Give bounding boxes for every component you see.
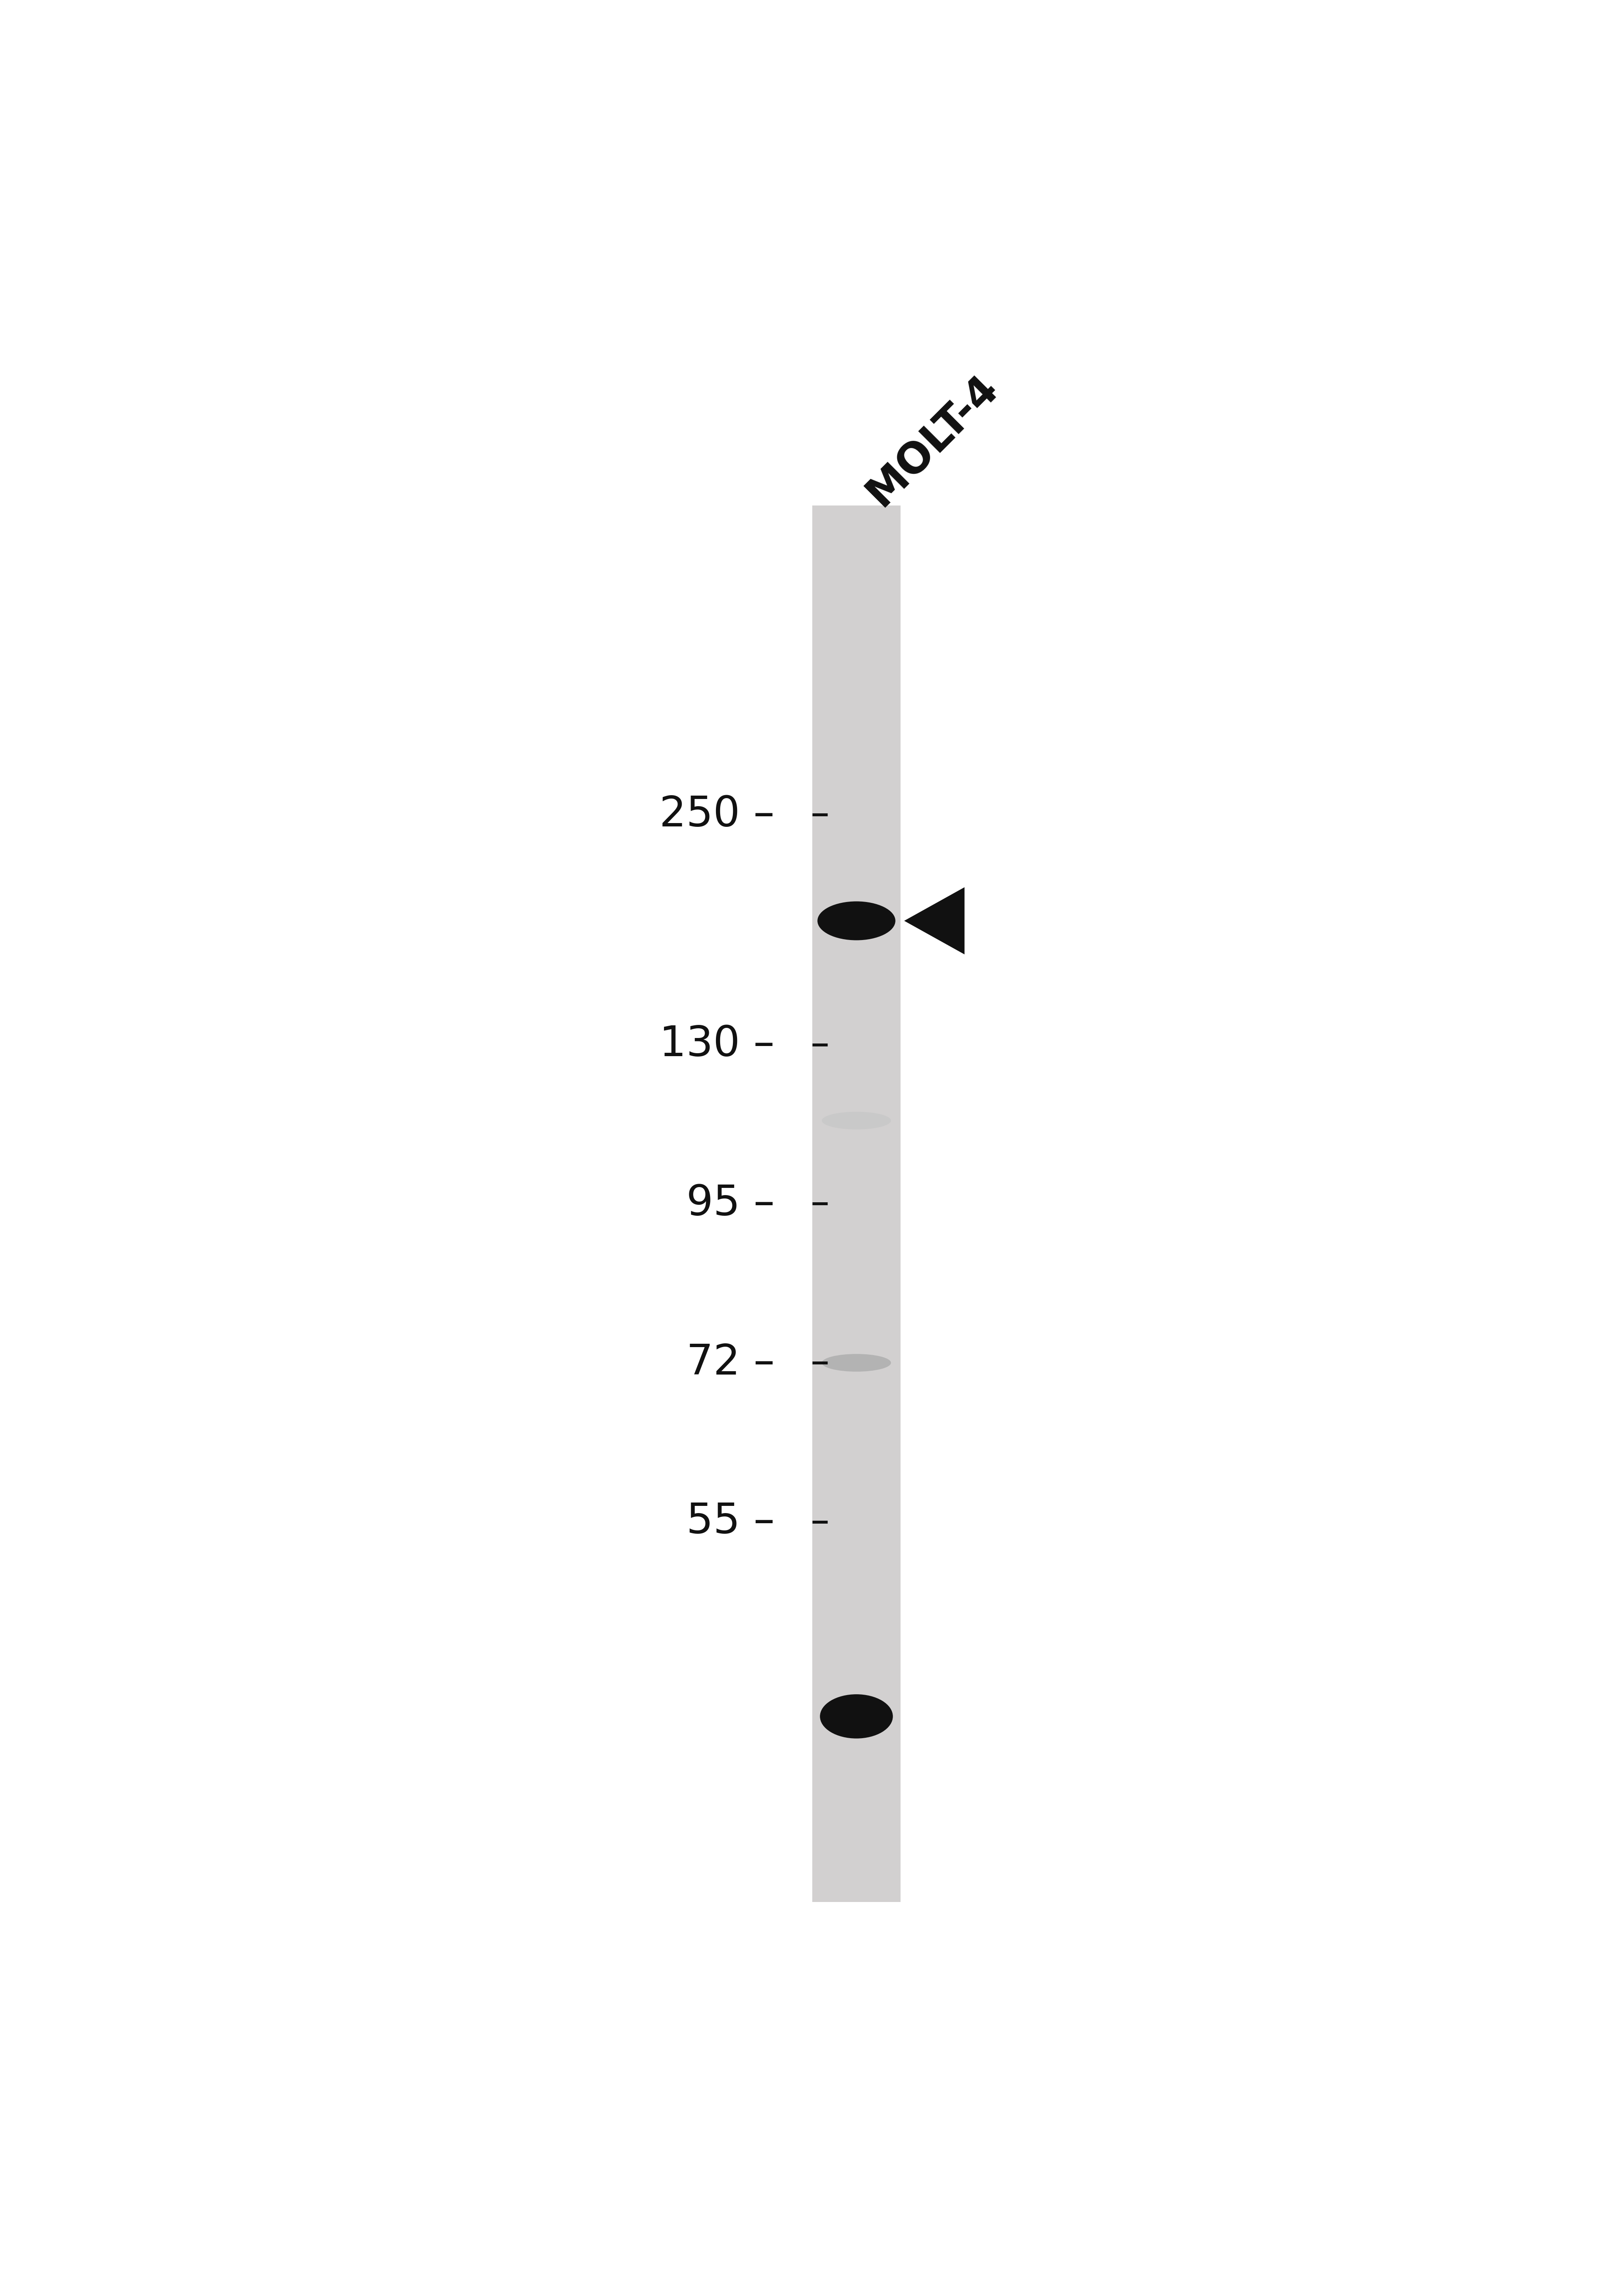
Text: 55 –: 55 – <box>686 1502 775 1543</box>
Polygon shape <box>903 886 965 955</box>
Text: 72 –: 72 – <box>686 1343 775 1382</box>
Ellipse shape <box>821 1694 892 1738</box>
Ellipse shape <box>822 1111 890 1130</box>
Ellipse shape <box>817 902 895 941</box>
Text: 250 –: 250 – <box>660 794 775 836</box>
Text: MOLT-4: MOLT-4 <box>860 367 1006 514</box>
Text: 95 –: 95 – <box>686 1182 775 1224</box>
Bar <box>813 505 900 1901</box>
Text: 130 –: 130 – <box>660 1024 775 1065</box>
Ellipse shape <box>822 1355 890 1371</box>
